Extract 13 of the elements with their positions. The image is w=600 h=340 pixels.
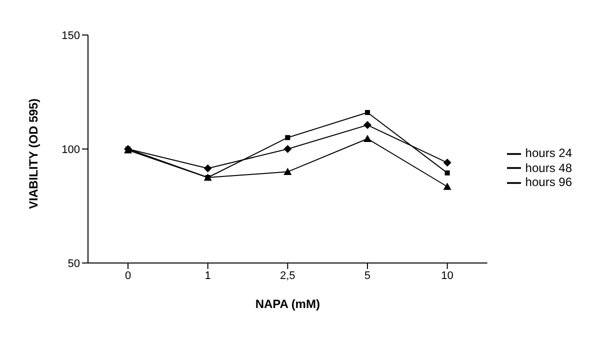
y-axis-title: VIABILITY (OD 595) (26, 98, 40, 209)
legend-label: hours 48 (525, 160, 572, 175)
y-tick-label: 50 (68, 258, 80, 270)
x-tick-label: 1 (204, 270, 211, 282)
x-tick-label: 2,5 (280, 270, 296, 282)
x-tick-label: 0 (124, 270, 132, 282)
x-tick-label: 5 (364, 270, 371, 282)
y-tick-label: 100 (62, 144, 80, 156)
y-tick-label: 150 (62, 30, 80, 42)
x-tick-label: 10 (441, 270, 454, 282)
x-axis-title: NAPA (mM) (255, 297, 320, 311)
legend-label: hours 24 (525, 146, 572, 160)
legend-label: hours 96 (525, 175, 572, 190)
